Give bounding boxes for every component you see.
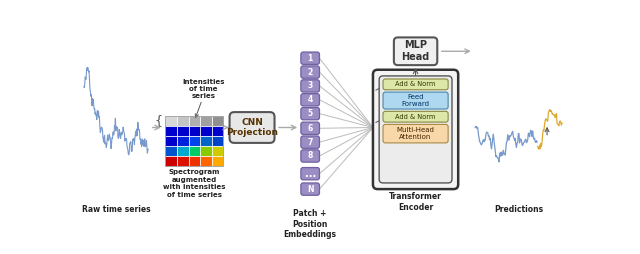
FancyBboxPatch shape xyxy=(301,183,319,195)
Bar xyxy=(165,116,177,126)
Text: Transformer
Encoder: Transformer Encoder xyxy=(389,192,442,212)
FancyBboxPatch shape xyxy=(301,80,319,92)
Bar xyxy=(189,116,200,126)
Bar xyxy=(200,156,212,166)
Text: 1: 1 xyxy=(308,54,313,63)
Bar xyxy=(212,136,223,146)
Bar xyxy=(177,146,189,156)
Text: Raw time series: Raw time series xyxy=(82,205,151,214)
Text: CNN
Projection: CNN Projection xyxy=(226,118,278,137)
Bar xyxy=(177,126,189,136)
Bar xyxy=(177,156,189,166)
Bar xyxy=(165,136,177,146)
Bar xyxy=(189,146,200,156)
Text: 4: 4 xyxy=(308,95,313,104)
Text: Intensities
of time
series: Intensities of time series xyxy=(182,79,225,99)
Text: Feed
Forward: Feed Forward xyxy=(401,94,429,107)
Text: 3: 3 xyxy=(308,82,313,90)
Text: Spectrogram
augmented
with intensities
of time series: Spectrogram augmented with intensities o… xyxy=(163,169,225,198)
FancyBboxPatch shape xyxy=(383,111,448,122)
Text: Add & Norm: Add & Norm xyxy=(396,81,436,87)
FancyBboxPatch shape xyxy=(373,70,458,189)
Text: Multi-Head
Attention: Multi-Head Attention xyxy=(397,127,435,140)
Bar xyxy=(189,136,200,146)
Bar xyxy=(212,146,223,156)
Text: Add & Norm: Add & Norm xyxy=(396,114,436,120)
Bar xyxy=(200,146,212,156)
FancyBboxPatch shape xyxy=(383,124,448,143)
Bar xyxy=(165,116,223,166)
FancyBboxPatch shape xyxy=(301,136,319,148)
FancyBboxPatch shape xyxy=(379,76,452,183)
Bar xyxy=(212,126,223,136)
Text: 2: 2 xyxy=(308,68,313,76)
Text: N: N xyxy=(307,185,314,194)
FancyBboxPatch shape xyxy=(301,122,319,134)
FancyBboxPatch shape xyxy=(383,79,448,90)
Bar xyxy=(212,116,223,126)
Text: 5: 5 xyxy=(308,109,313,118)
FancyBboxPatch shape xyxy=(301,94,319,106)
Bar xyxy=(189,156,200,166)
Bar xyxy=(177,136,189,146)
Text: ...: ... xyxy=(305,169,316,179)
FancyBboxPatch shape xyxy=(301,52,319,64)
Text: 7: 7 xyxy=(307,138,313,147)
FancyBboxPatch shape xyxy=(383,92,448,109)
Text: Predictions: Predictions xyxy=(494,205,543,214)
Text: 8: 8 xyxy=(307,151,313,161)
Text: Patch +
Position
Embeddings: Patch + Position Embeddings xyxy=(284,209,337,239)
Bar xyxy=(200,116,212,126)
Text: {: { xyxy=(154,115,162,128)
Bar xyxy=(200,136,212,146)
FancyBboxPatch shape xyxy=(301,107,319,120)
Bar xyxy=(189,126,200,136)
FancyBboxPatch shape xyxy=(301,150,319,162)
Text: MLP
Head: MLP Head xyxy=(401,40,429,62)
Bar xyxy=(165,156,177,166)
FancyBboxPatch shape xyxy=(230,112,275,143)
Bar xyxy=(177,116,189,126)
Bar xyxy=(200,126,212,136)
Bar xyxy=(212,156,223,166)
Bar xyxy=(165,146,177,156)
Text: 6: 6 xyxy=(308,124,313,133)
FancyBboxPatch shape xyxy=(301,66,319,78)
Bar xyxy=(165,126,177,136)
FancyBboxPatch shape xyxy=(301,168,319,180)
FancyBboxPatch shape xyxy=(394,37,437,65)
